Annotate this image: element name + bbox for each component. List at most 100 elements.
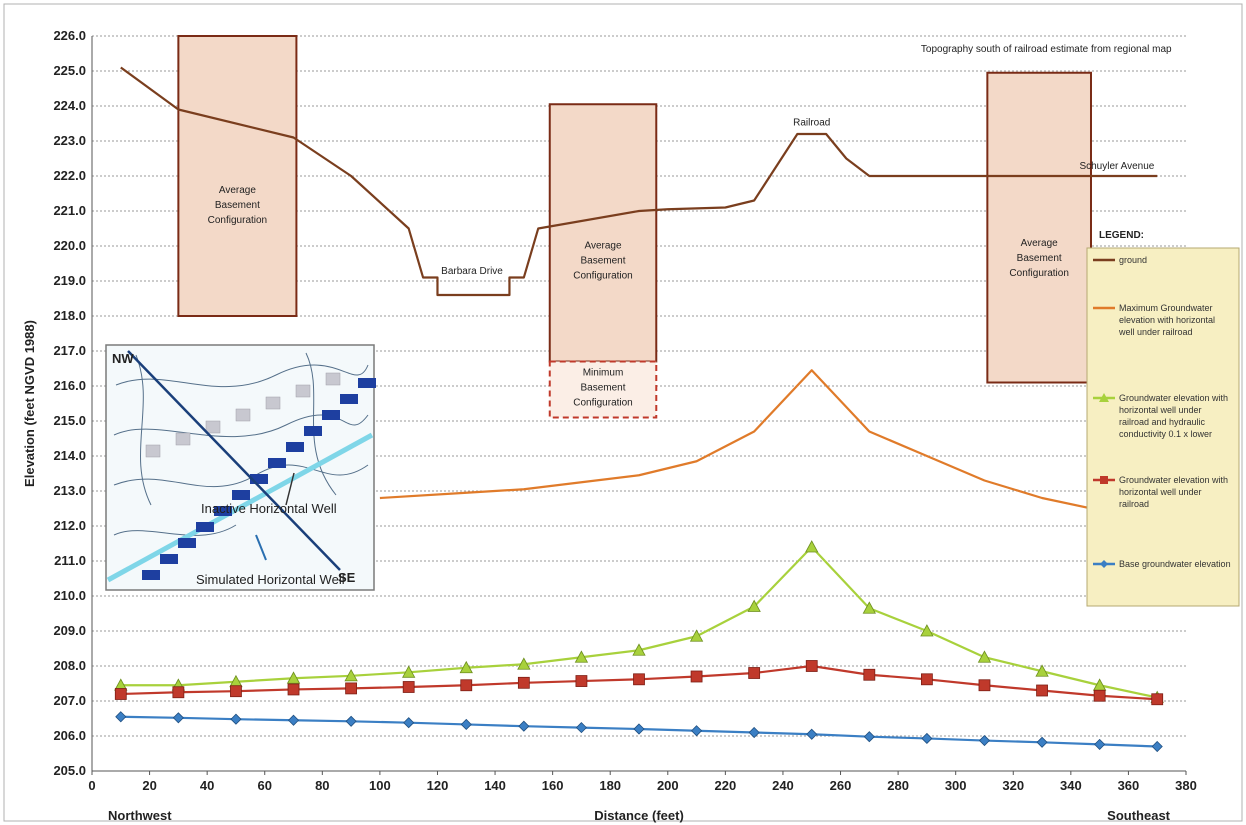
x-tick-label: 100 xyxy=(369,778,391,793)
x-tick-label: 40 xyxy=(200,778,214,793)
series-point-diamond xyxy=(518,720,530,732)
series-point-triangle xyxy=(862,601,876,614)
series-point-diamond xyxy=(1151,740,1163,753)
annotations: Topography south of railroad estimate fr… xyxy=(441,44,1172,277)
series-point-triangle xyxy=(977,650,992,663)
annotation-text: Schuyler Avenue xyxy=(1079,161,1154,172)
axes: 205.0 206.0 207.0 208.0 209.0 210.0 211.0 212.0… xyxy=(22,28,1197,823)
legend-marker xyxy=(1099,393,1109,402)
series-point-triangle xyxy=(574,650,589,663)
x-tick-label: 180 xyxy=(599,778,621,793)
x-tick-label: 280 xyxy=(887,778,909,793)
x-tick-label: 220 xyxy=(715,778,737,793)
inset-inactive-cell xyxy=(325,372,341,386)
basement-label: Configuration xyxy=(573,398,632,409)
x-tick-label: 380 xyxy=(1175,778,1197,793)
basement-label: Average xyxy=(219,185,257,196)
inset-arrow-simulated xyxy=(255,534,267,561)
series-point-diamond xyxy=(230,713,242,725)
series-line-0 xyxy=(120,66,1158,297)
series-point-triangle xyxy=(344,668,358,682)
inset-well-cell xyxy=(340,394,358,404)
inset-well-cell xyxy=(250,474,268,484)
series-point-diamond xyxy=(460,718,472,731)
annotation-text: Barbara Drive xyxy=(441,266,503,277)
x-tick-label: 260 xyxy=(830,778,852,793)
inset-well-cell xyxy=(358,378,376,388)
series-point-triangle xyxy=(632,643,646,656)
series-point-square xyxy=(460,679,473,692)
series-point-square xyxy=(690,670,703,683)
series-point-diamond xyxy=(1036,736,1048,748)
y-tick-label: 207.0 xyxy=(53,693,86,708)
inset-section-line xyxy=(127,350,341,571)
series-point-square xyxy=(920,673,933,686)
series-point-square xyxy=(575,675,588,687)
x-tick-label: 240 xyxy=(772,778,794,793)
series-point-diamond xyxy=(748,726,760,739)
legend-label: Groundwater elevation with horizontal wel… xyxy=(1119,393,1228,439)
inset-inactive-cell xyxy=(265,396,281,410)
legend-label: Maximum Groundwater elevation with horizo… xyxy=(1118,303,1215,337)
basement-label: Basement xyxy=(580,255,625,266)
x-tick-label: 160 xyxy=(542,778,564,793)
series-point-diamond xyxy=(403,717,415,729)
x-tick-label: 60 xyxy=(258,778,272,793)
x-tick-label: 20 xyxy=(142,778,156,793)
inset-label-simulated: Simulated Horizontal Well xyxy=(196,572,345,587)
y-tick-label: 218.0 xyxy=(53,308,86,323)
legend-title: LEGEND: xyxy=(1099,230,1144,241)
series-lines xyxy=(114,66,1164,753)
inset-contour xyxy=(113,414,369,438)
series-point-diamond xyxy=(172,712,184,724)
y-tick-label: 215.0 xyxy=(53,413,86,428)
inset-inactive-cell xyxy=(295,384,311,398)
series-point-diamond xyxy=(287,714,300,726)
inset-well-cell xyxy=(286,442,304,452)
y-tick-label: 225.0 xyxy=(53,63,86,78)
y-tick-label: 222.0 xyxy=(53,168,86,183)
y-tick-label: 216.0 xyxy=(53,378,86,393)
basement-label: Configuration xyxy=(1009,268,1068,279)
series-point-triangle xyxy=(805,540,819,553)
basement-label: Minimum xyxy=(583,368,624,379)
basement-label: Basement xyxy=(215,200,260,211)
series-point-square xyxy=(978,679,991,692)
inset-well-cell xyxy=(142,570,160,580)
series-line-1 xyxy=(379,369,1100,512)
series-point-diamond xyxy=(345,715,357,727)
inset-contour xyxy=(135,354,152,506)
series-point-square xyxy=(863,668,876,681)
x-tick-label: 340 xyxy=(1060,778,1082,793)
y-tick-label: 206.0 xyxy=(53,728,86,743)
y-tick-label: 209.0 xyxy=(53,623,86,638)
series-point-triangle xyxy=(689,629,704,642)
series-point-diamond xyxy=(115,711,127,723)
series-point-square xyxy=(1093,689,1106,702)
inset-well-cell xyxy=(178,538,196,548)
x-tick-label: 300 xyxy=(945,778,967,793)
inset-inactive-cell xyxy=(235,408,251,422)
inset-label-se: SE xyxy=(338,570,356,585)
series-point-diamond xyxy=(1094,738,1106,750)
series-point-square xyxy=(345,682,358,695)
series-point-diamond xyxy=(691,725,703,737)
series-point-square xyxy=(633,673,645,686)
x-tick-label: 140 xyxy=(484,778,506,793)
inset-well-cell xyxy=(322,410,340,420)
series-point-square xyxy=(805,660,818,672)
y-tick-label: 223.0 xyxy=(53,133,86,148)
inset-inactive-cell xyxy=(205,420,221,434)
basement-label: Configuration xyxy=(208,215,267,226)
basement-box-2 xyxy=(548,360,658,419)
inset-well-cell xyxy=(214,506,232,516)
series-point-square xyxy=(172,686,185,699)
basement-box-3 xyxy=(986,71,1092,384)
inset-well-cell xyxy=(268,458,286,468)
y-tick-label: 214.0 xyxy=(53,448,86,463)
series-point-triangle xyxy=(459,660,473,674)
series-point-square xyxy=(230,685,242,698)
x-end-label-right: Southeast xyxy=(1107,808,1171,823)
legend-marker xyxy=(1100,476,1108,484)
